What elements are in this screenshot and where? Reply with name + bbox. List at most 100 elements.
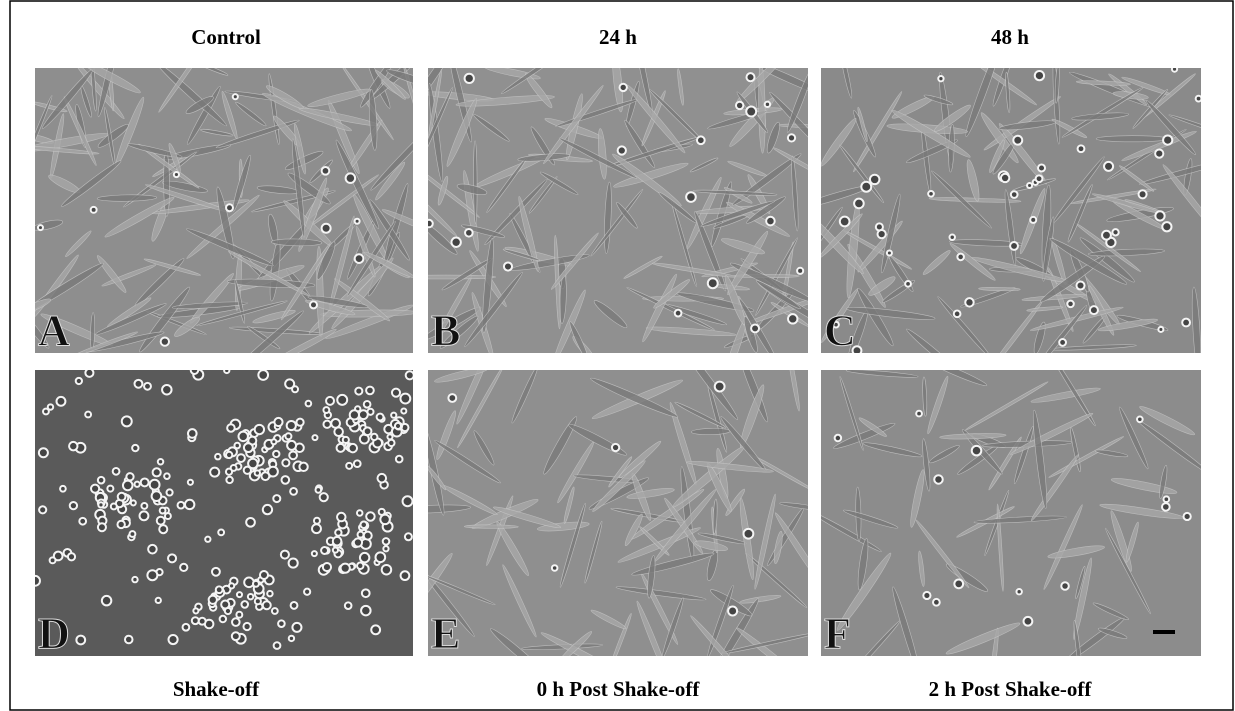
cell xyxy=(1075,565,1086,600)
round-cell xyxy=(362,426,373,437)
cell xyxy=(168,143,181,173)
round-cell xyxy=(352,537,364,548)
cell xyxy=(739,595,782,604)
cell xyxy=(821,206,843,248)
cell xyxy=(891,109,971,158)
round-cell xyxy=(1034,174,1044,184)
round-cell xyxy=(1015,588,1023,596)
cell xyxy=(186,228,274,267)
round-cell xyxy=(284,378,296,390)
round-cell xyxy=(128,530,137,538)
cell xyxy=(460,224,506,238)
round-cell xyxy=(927,189,935,198)
round-cell xyxy=(970,444,983,457)
cell xyxy=(1138,158,1201,185)
round-cell xyxy=(339,562,351,574)
round-cell xyxy=(325,395,335,406)
round-cell xyxy=(450,236,462,248)
round-cell xyxy=(1101,229,1112,241)
cell xyxy=(428,179,458,237)
cell xyxy=(839,144,885,204)
round-cell xyxy=(133,378,144,389)
round-cell xyxy=(365,385,375,396)
round-cell xyxy=(131,575,139,584)
cell xyxy=(721,238,765,255)
round-cell xyxy=(1033,69,1046,82)
panel-letter: A xyxy=(38,306,70,355)
round-cell xyxy=(1058,338,1068,347)
cell xyxy=(989,139,1005,173)
round-cell xyxy=(116,491,127,502)
cell xyxy=(1010,412,1094,455)
cell xyxy=(774,512,808,589)
micrograph-panel xyxy=(821,370,1201,656)
cell xyxy=(590,377,679,418)
round-cell xyxy=(242,442,254,454)
round-cell xyxy=(78,516,88,526)
round-cell xyxy=(1111,228,1120,237)
round-cell xyxy=(96,522,107,533)
round-cell xyxy=(214,585,224,595)
round-cell xyxy=(359,520,369,530)
cell xyxy=(1054,68,1060,104)
round-cell xyxy=(96,475,106,485)
round-cell xyxy=(291,385,300,394)
round-cell xyxy=(247,457,259,470)
cell xyxy=(439,315,479,349)
cell xyxy=(360,68,395,108)
round-cell xyxy=(390,387,402,398)
cell xyxy=(270,238,323,247)
round-cell xyxy=(159,336,171,347)
round-cell xyxy=(745,72,756,83)
cell xyxy=(455,95,555,107)
round-cell xyxy=(225,450,234,460)
round-cell xyxy=(786,133,797,143)
round-cell xyxy=(320,546,329,555)
cell xyxy=(653,279,691,309)
round-cell xyxy=(36,224,44,232)
cell xyxy=(700,200,775,227)
round-cell xyxy=(253,597,262,606)
cell xyxy=(235,101,267,127)
cell xyxy=(1033,321,1046,353)
round-cell xyxy=(289,601,299,610)
round-cell xyxy=(1029,215,1038,224)
round-cell xyxy=(765,215,776,227)
cell xyxy=(1139,406,1195,436)
cell xyxy=(158,68,212,113)
round-cell xyxy=(695,135,706,146)
round-cell xyxy=(358,551,371,564)
round-cell xyxy=(851,345,863,353)
round-cell xyxy=(1088,305,1099,316)
round-cell xyxy=(165,488,174,497)
round-cell xyxy=(260,471,271,482)
round-cell xyxy=(272,449,281,459)
cell xyxy=(457,370,505,449)
cell xyxy=(428,221,458,255)
round-cell xyxy=(291,621,303,633)
round-cell xyxy=(181,622,191,632)
cell xyxy=(96,194,158,202)
round-cell xyxy=(143,381,152,391)
round-cell xyxy=(240,600,250,609)
cell xyxy=(370,120,413,191)
round-cell xyxy=(1181,317,1192,328)
round-cell xyxy=(223,370,231,375)
cell xyxy=(171,301,248,309)
round-cell xyxy=(616,145,627,156)
cell xyxy=(558,137,638,179)
round-cell xyxy=(140,501,149,510)
round-cell xyxy=(401,495,413,508)
cell xyxy=(368,89,378,151)
round-cell xyxy=(311,523,322,535)
round-cell xyxy=(90,483,101,494)
cell xyxy=(821,117,857,167)
cell xyxy=(590,609,627,630)
cell xyxy=(592,460,646,512)
round-cell xyxy=(120,415,133,428)
round-cell xyxy=(220,599,231,610)
round-cell xyxy=(362,530,373,541)
cell xyxy=(346,221,396,297)
round-cell xyxy=(209,466,221,478)
round-cell xyxy=(1037,163,1047,173)
